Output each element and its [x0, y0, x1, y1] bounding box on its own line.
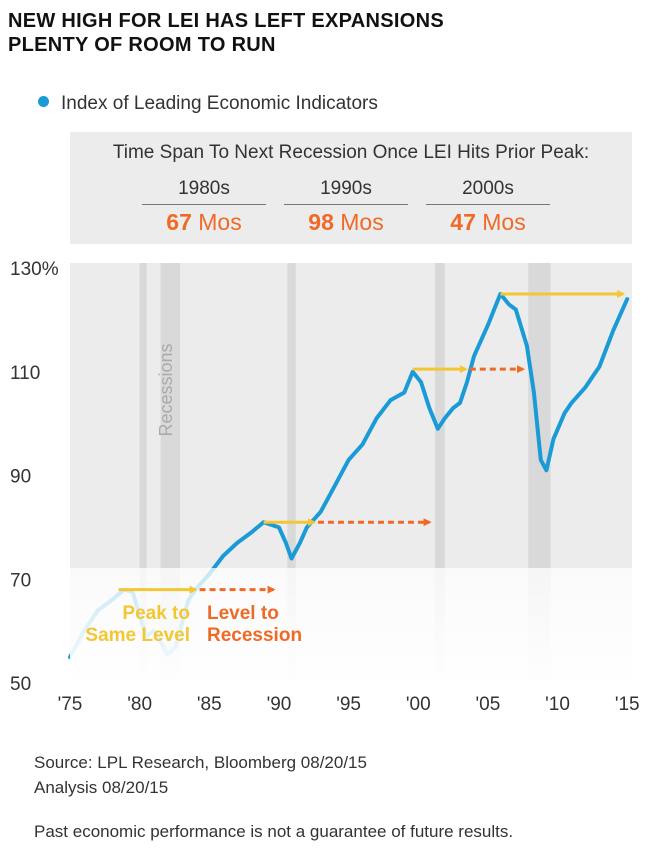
x-tick-label: '95	[336, 694, 361, 715]
legend-label: Index of Leading Economic Indicators	[61, 93, 378, 114]
decade-value: 47 Mos	[450, 209, 526, 235]
x-tick-label: '05	[476, 694, 501, 715]
decade-value: 98 Mos	[308, 209, 384, 235]
title-line-1: NEW HIGH FOR LEI HAS LEFT EXPANSIONS	[8, 10, 445, 32]
decade-label: 1980s	[142, 178, 266, 205]
y-tick-label: 130%	[10, 259, 59, 280]
decade-value: 67 Mos	[166, 209, 242, 235]
x-tick-label: '00	[406, 694, 431, 715]
source-note: Source: LPL Research, Bloomberg 08/20/15	[34, 753, 367, 772]
recession-band	[434, 263, 445, 683]
recessions-label: Recessions	[156, 343, 176, 436]
x-tick-label: '80	[127, 694, 152, 715]
lei-line-chart: Recessions 130% 110 90 70 50 '75 '80 '85 '90 '95 '…	[10, 259, 640, 715]
x-tick-label: '10	[545, 694, 570, 715]
chart-title: NEW HIGH FOR LEI HAS LEFT EXPANSIONS PLE…	[8, 9, 648, 57]
analysis-date: Analysis 08/20/15	[34, 778, 169, 797]
annotation-level-to-recession: Level to Recession	[207, 603, 302, 646]
x-tick-label: '85	[197, 694, 222, 715]
recession-band	[287, 263, 296, 683]
legend-dot-icon	[38, 96, 49, 107]
decade-1990s: 1990s 98 Mos	[284, 178, 408, 236]
disclaimer: Past economic performance is not a guara…	[34, 822, 514, 841]
annotation-level-line2: Recession	[207, 625, 302, 646]
y-tick-label: 90	[10, 467, 31, 488]
x-tick-label: '90	[267, 694, 292, 715]
x-tick-label: '75	[58, 694, 83, 715]
time-span-panel: Time Span To Next Recession Once LEI Hit…	[70, 132, 632, 244]
y-tick-label: 70	[10, 570, 31, 591]
decade-2000s: 2000s 47 Mos	[426, 178, 550, 236]
x-tick-label: '15	[615, 694, 640, 715]
time-span-title: Time Span To Next Recession Once LEI Hit…	[112, 142, 590, 163]
y-tick-label: 50	[10, 674, 31, 695]
decade-label: 1990s	[284, 178, 408, 205]
decade-label: 2000s	[426, 178, 550, 205]
annotation-peak-line1: Peak to	[122, 603, 190, 624]
y-tick-label: 110	[10, 363, 40, 384]
legend: Index of Leading Economic Indicators	[38, 93, 378, 115]
annotation-peak-to-same-level: Peak to Same Level	[85, 603, 190, 646]
lower-fade-overlay	[70, 568, 632, 683]
decade-1980s: 1980s 67 Mos	[142, 178, 266, 236]
annotation-peak-line2: Same Level	[85, 625, 190, 646]
annotation-level-line1: Level to	[207, 603, 279, 624]
title-line-2: PLENTY OF ROOM TO RUN	[8, 34, 276, 56]
recession-band	[139, 263, 147, 683]
